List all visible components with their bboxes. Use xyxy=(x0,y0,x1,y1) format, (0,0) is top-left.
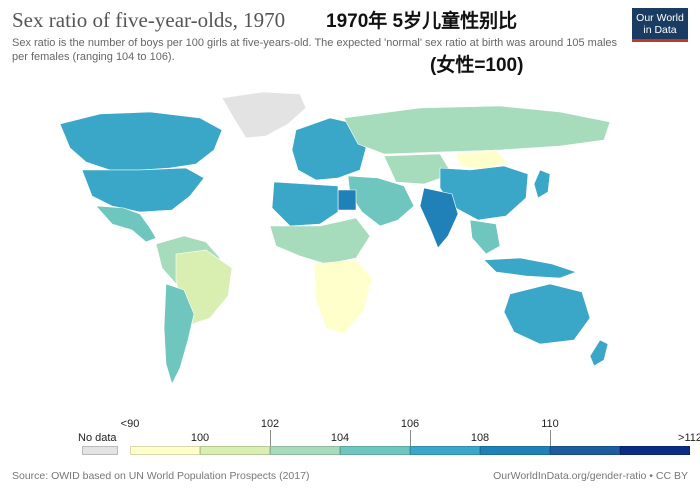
region-southern-cone[interactable] xyxy=(163,283,195,385)
source-note: Source: OWID based on UN World Populatio… xyxy=(12,470,310,482)
overlay-subtitle-cn: (女性=100) xyxy=(430,55,524,76)
legend-swatch-0[interactable] xyxy=(130,446,200,455)
region-middle-east[interactable] xyxy=(347,175,415,227)
overlay-title-cn: 1970年 5岁儿童性别比 xyxy=(326,11,518,32)
region-japan[interactable] xyxy=(533,169,551,199)
legend-tick-label: <90 xyxy=(120,418,140,430)
region-europe[interactable] xyxy=(291,117,367,181)
region-north-africa[interactable] xyxy=(271,181,339,227)
logo-accent-bar xyxy=(632,39,688,42)
world-map[interactable] xyxy=(0,78,700,408)
source-url-link[interactable]: OurWorldInData.org/gender-ratio • CC BY xyxy=(493,470,688,482)
region-india[interactable] xyxy=(419,187,459,249)
legend-tick-mark xyxy=(270,430,271,446)
legend-tick-label: 110 xyxy=(541,418,559,430)
legend-tick-mark xyxy=(550,430,551,446)
legend-swatch-6[interactable] xyxy=(550,446,620,455)
legend-swatch-1[interactable] xyxy=(200,446,270,455)
region-indonesia[interactable] xyxy=(483,257,577,279)
region-southeast-asia[interactable] xyxy=(469,219,501,255)
legend: No data <90 100 102 104 106 108 110 >112 xyxy=(0,414,700,455)
legend-tick-mark xyxy=(410,430,411,446)
region-mongolia[interactable] xyxy=(455,149,509,171)
legend-swatch-4[interactable] xyxy=(410,446,480,455)
region-greenland[interactable] xyxy=(221,91,307,139)
legend-tick-label: 104 xyxy=(330,432,350,444)
legend-tick-label: 100 xyxy=(190,432,210,444)
legend-no-data-swatch[interactable] xyxy=(82,446,118,455)
logo-line-2: in Data xyxy=(643,24,677,36)
region-russia[interactable] xyxy=(343,105,611,155)
region-central-asia[interactable] xyxy=(383,153,453,185)
region-mexico[interactable] xyxy=(95,205,157,243)
region-egypt[interactable] xyxy=(337,189,357,211)
region-canada[interactable] xyxy=(59,111,223,171)
legend-tick-label: 102 xyxy=(260,418,280,430)
legend-swatch-2[interactable] xyxy=(270,446,340,455)
legend-tick-label: 108 xyxy=(470,432,490,444)
region-usa[interactable] xyxy=(81,167,205,213)
chart-title: Sex ratio of five-year-olds, 1970 xyxy=(12,8,286,32)
legend-swatch-5[interactable] xyxy=(480,446,550,455)
region-central-africa[interactable] xyxy=(269,217,371,265)
legend-no-data-label: No data xyxy=(78,432,117,444)
region-new-zealand[interactable] xyxy=(589,339,609,367)
region-southern-africa[interactable] xyxy=(313,259,373,335)
legend-tick-label: >112 xyxy=(678,432,700,444)
legend-swatch-3[interactable] xyxy=(340,446,410,455)
logo-line-1: Our World xyxy=(636,12,684,24)
region-australia[interactable] xyxy=(503,283,591,345)
chart-subtitle: Sex ratio is the number of boys per 100 … xyxy=(12,37,618,63)
legend-tick-label: 106 xyxy=(400,418,420,430)
owid-logo[interactable]: Our World in Data xyxy=(632,8,688,42)
legend-swatch-7[interactable] xyxy=(620,446,690,455)
